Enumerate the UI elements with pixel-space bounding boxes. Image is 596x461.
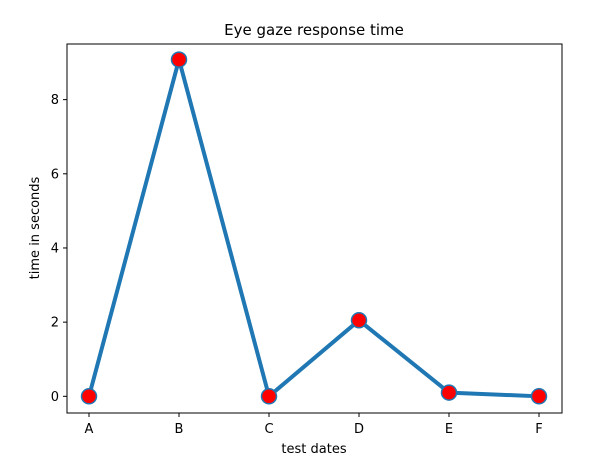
chart-title: Eye gaze response time [224,21,404,39]
y-axis-label: time in seconds [28,176,43,279]
x-tick-label: D [354,422,364,437]
x-tick-label: F [535,422,542,437]
y-axis-ticks: 0 2 4 6 8 [51,93,67,405]
plot-area [66,43,563,414]
y-tick-label: 2 [51,316,59,331]
y-tick-label: 8 [51,93,59,108]
data-point-marker [80,388,98,405]
y-tick-label: 6 [51,167,59,182]
data-point-marker [530,388,548,405]
y-tick-label: 4 [51,241,59,256]
data-point-marker [350,312,368,329]
x-axis-ticks: A B C D E F [85,413,543,437]
data-point-marker [440,384,458,401]
data-point-marker [260,388,278,405]
series-layer [80,51,548,405]
y-tick-label: 0 [51,390,59,405]
x-axis-label: test dates [281,442,346,457]
x-tick-label: A [85,422,94,437]
series-line [87,57,541,399]
data-point-marker [170,51,188,68]
x-tick-label: B [175,422,184,437]
x-tick-label: C [264,422,273,437]
x-tick-label: E [445,422,453,437]
